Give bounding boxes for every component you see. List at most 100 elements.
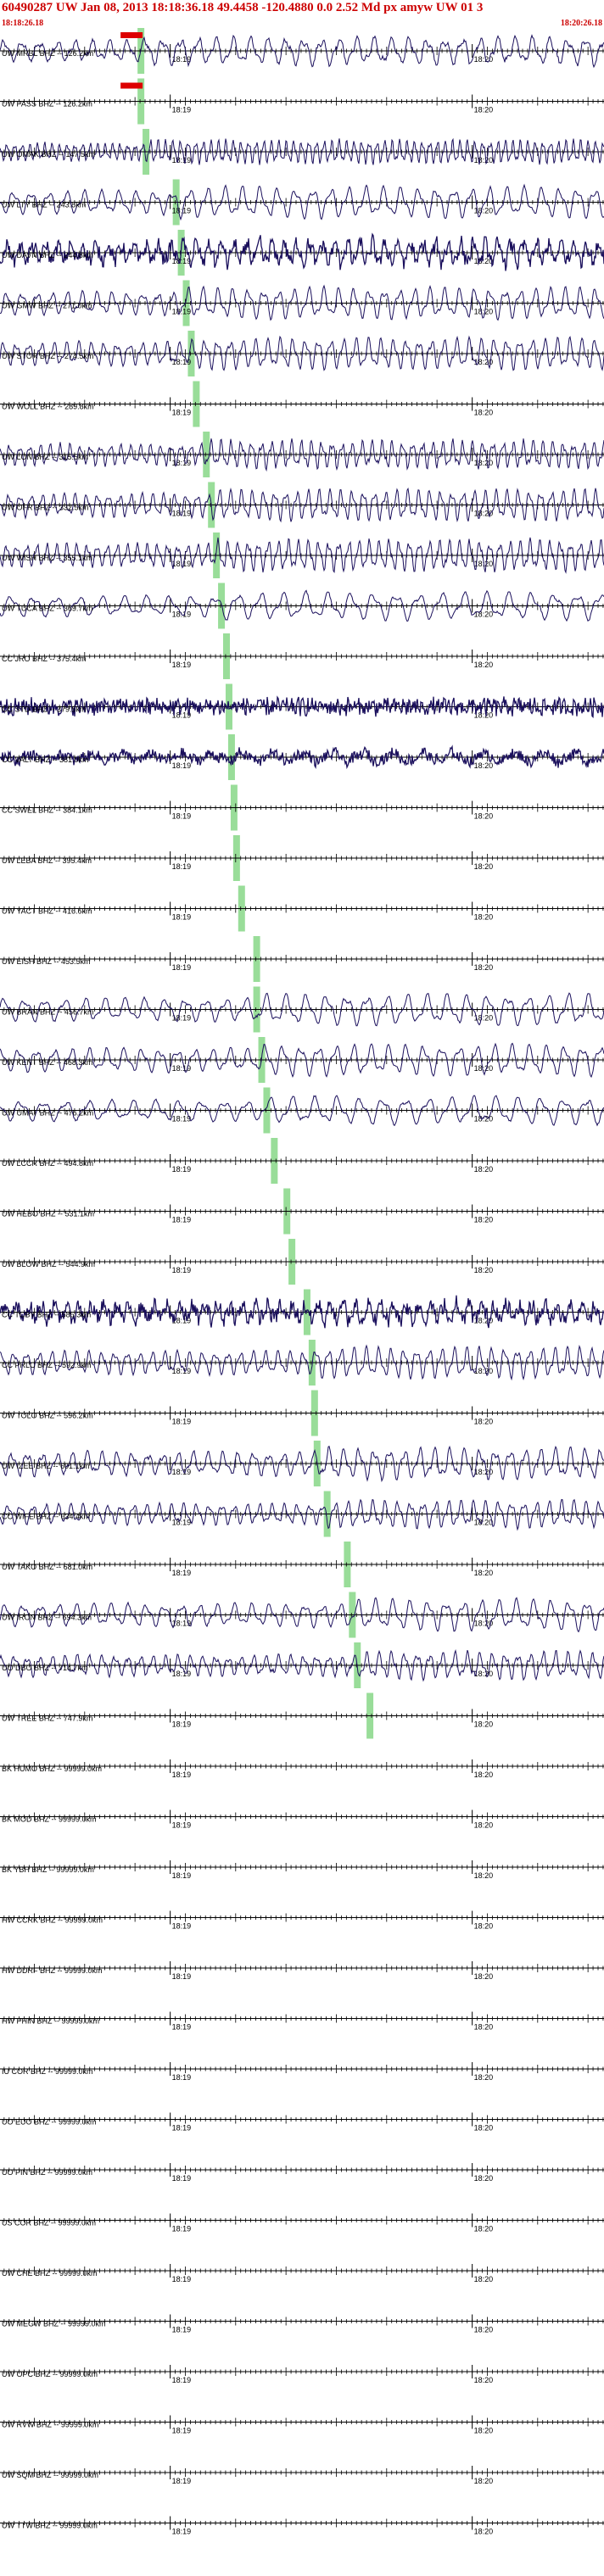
minute-tick-label: 18:20 [474, 207, 494, 215]
minute-tick-label: 18:20 [474, 1367, 494, 1375]
station-label: UW MRBL BHZ -- 126.2km [2, 49, 93, 58]
minute-tick-label: 18:20 [474, 308, 494, 316]
waveform-trace [0, 1498, 604, 1531]
trace-row: 18:19 18:20 UW KENT BHZ -- 468.3km [0, 1037, 604, 1083]
minute-tick-label: 18:19 [172, 862, 192, 871]
minute-tick-label: 18:19 [172, 409, 192, 417]
minute-tick-label: 18:19 [172, 1418, 192, 1426]
waveform-trace [0, 335, 604, 371]
waveform-trace [0, 1445, 604, 1483]
minute-tick-label: 18:20 [474, 812, 494, 821]
minute-tick-label: 18:19 [172, 1014, 192, 1023]
station-label: UW BRAN BHZ -- 456.7km [2, 1008, 94, 1017]
minute-tick-label: 18:20 [474, 1165, 494, 1174]
waveform-trace [0, 1649, 604, 1682]
station-label: CC TCBY BHZ -- 585.3km [2, 1311, 91, 1319]
minute-tick-label: 18:19 [172, 459, 192, 467]
trace-row: 18:19 18:20 UW LON BHZ -- 315.5km [0, 432, 604, 477]
minute-tick-label: 18:20 [474, 1620, 494, 1628]
minute-tick-label: 18:20 [474, 1519, 494, 1527]
minute-tick-label: 18:20 [474, 257, 494, 265]
station-label: BK YBH BHZ -- 99999.0km [2, 1865, 94, 1874]
trace-row: 18:19 18:20 CC JRO BHZ -- 375.4km [0, 633, 604, 679]
station-label: UW LEBA BHZ -- 395.4km [2, 856, 92, 865]
trace-row: 18:19 18:20 UW BRAN BHZ -- 456.7km [0, 986, 604, 1033]
trace-row: 18:19 18:20 UW LCCR BHZ -- 494.8km [0, 1138, 604, 1184]
minute-tick-label: 18:19 [172, 1770, 192, 1779]
minute-tick-label: 18:19 [172, 812, 192, 821]
minute-tick-label: 18:20 [474, 1064, 494, 1073]
trace-row: 18:19 18:20 UW LEBA BHZ -- 395.4km [0, 835, 604, 881]
trace-row: 18:19 18:20 UW GMW BHZ -- 271.0km [0, 280, 604, 326]
station-label: CC JRO BHZ -- 375.4km [2, 655, 87, 663]
trace-row: 18:19 18:20 UW BLOW BHZ -- 544.9km [0, 1239, 604, 1285]
trace-row: 18:19 18:20 BK HUMO BHZ -- 99999.0km [0, 1759, 604, 1779]
trace-row: 18:19 18:20 CC PRLC BHZ -- 592.9km [0, 1340, 604, 1386]
minute-tick-label: 18:20 [474, 1216, 494, 1224]
minute-tick-label: 18:20 [474, 862, 494, 871]
minute-tick-label: 18:19 [172, 510, 192, 518]
minute-tick-label: 18:19 [172, 156, 192, 164]
trace-row: 18:19 18:20 UW PASS BHZ -- 126.2km [0, 78, 604, 125]
waveform-trace [0, 1042, 604, 1079]
trace-row: 18:19 18:20 UW STOR BHZ -- 274.5km [0, 331, 604, 376]
waveform-trace [0, 137, 604, 165]
minute-tick-label: 18:20 [474, 409, 494, 417]
minute-tick-label: 18:20 [474, 611, 494, 619]
minute-tick-label: 18:19 [172, 963, 192, 972]
station-label: UW EISH BHZ -- 453.5km [2, 957, 91, 966]
station-label: UW KENT BHZ -- 468.3km [2, 1058, 92, 1067]
trace-row: 18:19 18:20 CC STD BHZ -- 379.5km [0, 683, 604, 730]
trace-row: 18:19 18:20 UW DAVN BHZ -- 244.8km [0, 230, 604, 276]
minute-tick-label: 18:20 [474, 1317, 494, 1325]
waveform-trace [0, 232, 604, 271]
minute-tick-label: 18:19 [172, 1468, 192, 1476]
station-label: CC VALT BHZ -- 381.0km [2, 756, 89, 764]
trace-row: 18:19 18:20 CC SWEL BHZ -- 384.1km [0, 784, 604, 831]
minute-tick-label: 18:19 [172, 1519, 192, 1527]
minute-tick-label: 18:19 [172, 1266, 192, 1274]
minute-tick-label: 18:20 [474, 1014, 494, 1023]
waveform-trace [0, 992, 604, 1027]
minute-tick-label: 18:19 [172, 106, 192, 114]
trace-row: 18:19 18:20 UW LTY BHZ -- 243.8km [0, 179, 604, 226]
waveform-trace [0, 744, 604, 770]
station-label: UW HEBO BHZ -- 531.1km [2, 1210, 94, 1218]
minute-tick-label: 18:20 [474, 1770, 494, 1779]
station-label: UW YACT BHZ -- 416.6km [2, 907, 92, 916]
trace-row: 18:19 18:20 UW OMAK BHZ -- 147.5km [0, 129, 604, 175]
minute-tick-label: 18:20 [474, 1670, 494, 1678]
minute-tick-label: 18:19 [172, 1821, 192, 1830]
minute-tick-label: 18:19 [172, 308, 192, 316]
chart-header: 60490287 UW Jan 08, 2013 18:18:36.18 49.… [0, 0, 604, 34]
station-label: CC SWEL BHZ -- 384.1km [2, 806, 92, 815]
station-label: CC WIFE BHZ -- 634.4km [2, 1513, 90, 1521]
station-label: UO DBO BHZ -- 714.7km [2, 1664, 88, 1672]
station-label: HW CCRK BHZ -- 99999.0km [2, 1916, 103, 1925]
minute-tick-label: 18:20 [474, 963, 494, 972]
minute-tick-label: 18:19 [172, 257, 192, 265]
station-label: UW IZEE BHZ -- 601.1km [2, 1462, 90, 1470]
trace-row: 18:19 18:20 UW WOLL BHZ -- 289.8km [0, 381, 604, 427]
minute-tick-label: 18:19 [172, 711, 192, 720]
minute-tick-label: 18:19 [172, 358, 192, 366]
minute-tick-label: 18:20 [474, 156, 494, 164]
minute-tick-label: 18:19 [172, 1871, 192, 1880]
trace-row: 18:19 18:20 UW YACT BHZ -- 416.6km [0, 885, 604, 932]
trace-row: 18:19 18:20 UW MRBL BHZ -- 126.2km [0, 28, 604, 74]
station-label: UW WISH BHZ -- 355.1km [2, 554, 92, 562]
station-label: UW UMAT BHZ -- 476.2km [2, 1109, 93, 1118]
station-label: UW TUCA BHZ -- 369.7km [2, 605, 92, 613]
waveform-trace [0, 1597, 604, 1633]
trace-row: 18:19 18:20 UW TAKO BHZ -- 681.0km [0, 1542, 604, 1587]
minute-tick-label: 18:19 [172, 1165, 192, 1174]
window-end-time: 18:20:26.18 [560, 19, 602, 28]
waveform-trace [0, 1295, 604, 1329]
station-label: BK HUMO BHZ -- 99999.0km [2, 1765, 102, 1773]
minute-tick-label: 18:19 [172, 1720, 192, 1729]
station-label: UW STOR BHZ -- 274.5km [2, 352, 93, 360]
trace-row: 18:19 18:20 UW EISH BHZ -- 453.5km [0, 936, 604, 982]
waveform-trace [0, 438, 604, 472]
